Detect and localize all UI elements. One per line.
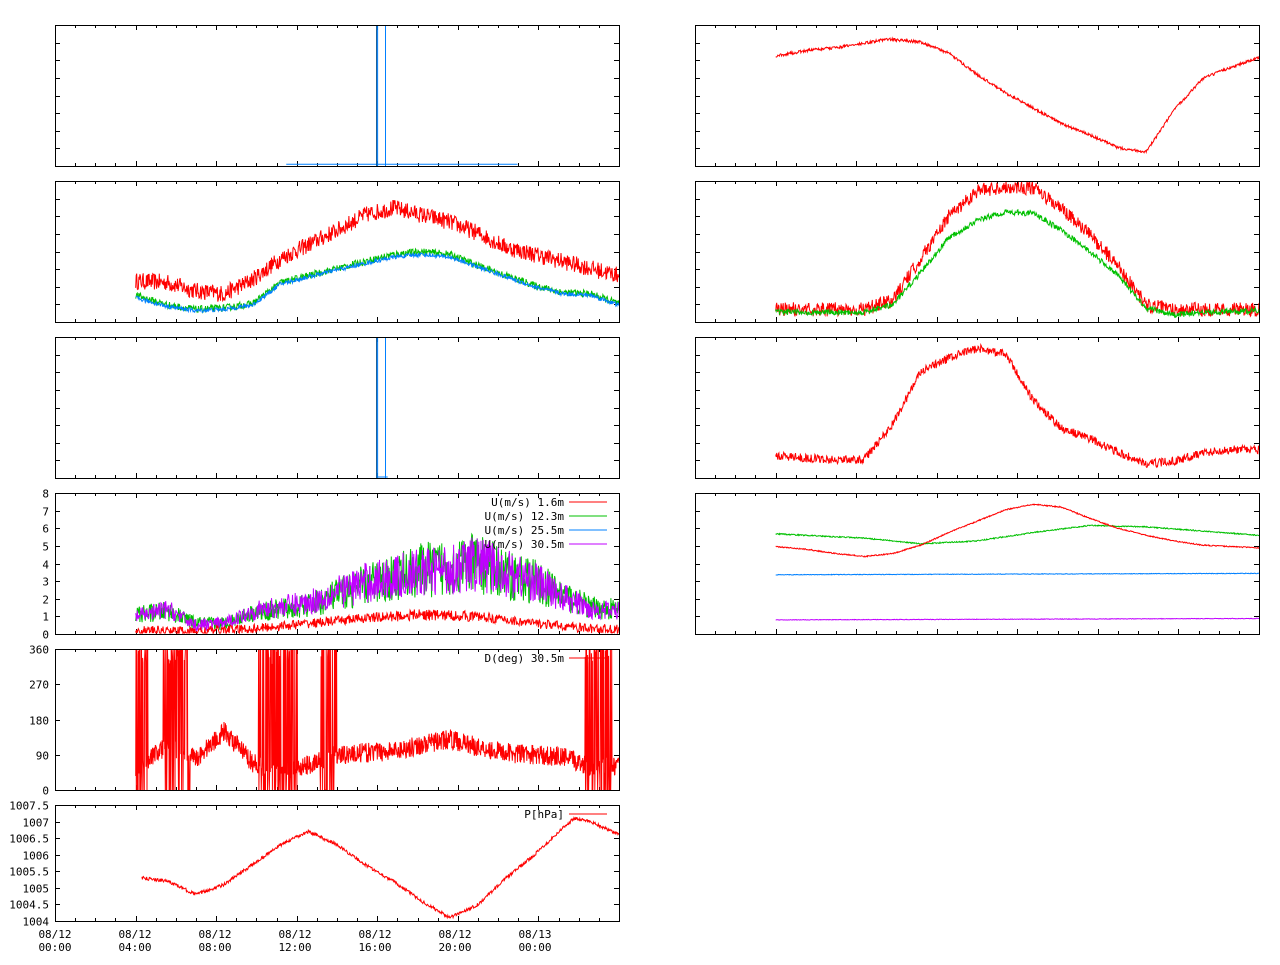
x-tick-label-date: 08/12 <box>358 928 391 941</box>
series-group-p3 <box>376 338 388 478</box>
y-tick-label: 1005.5 <box>9 866 49 879</box>
series-line-1 <box>775 208 1259 319</box>
panel-p2 <box>55 181 620 323</box>
plot-frame-p1 <box>55 25 620 167</box>
series-group-p6 <box>141 816 619 920</box>
plot-frame-q2 <box>695 181 1260 323</box>
y-tick-label: 90 <box>36 750 49 763</box>
y-tick-label: 0 <box>42 785 49 798</box>
y-tick-label: 1 <box>42 611 49 624</box>
legend-label: U(m/s) 12.3m <box>485 510 565 523</box>
legend-label: D(deg) 30.5m <box>485 652 565 665</box>
series-line-0 <box>775 342 1259 469</box>
y-tick-label: 180 <box>29 715 49 728</box>
y-tick-label: 7 <box>42 506 49 519</box>
panel-q3 <box>695 337 1260 479</box>
plot-frame-q4 <box>695 493 1260 635</box>
legend-label: U(m/s) 30.5m <box>485 538 565 551</box>
panel-p1 <box>55 25 620 167</box>
panel-p3 <box>55 337 620 479</box>
panel-q2 <box>695 181 1260 323</box>
y-tick-label: 1007.5 <box>9 800 49 813</box>
y-tick-label: 8 <box>42 488 49 501</box>
y-tick-label: 6 <box>42 523 49 536</box>
x-tick-label-date: 08/13 <box>518 928 551 941</box>
x-tick-label-time: 00:00 <box>38 941 71 954</box>
series-direction <box>135 650 619 790</box>
x-tick-label-time: 08:00 <box>198 941 231 954</box>
series-line-0 <box>141 816 619 920</box>
panel-q1 <box>695 25 1260 167</box>
y-tick-label: 1004.5 <box>9 899 49 912</box>
y-tick-label: 360 <box>29 644 49 657</box>
series-group-p2 <box>135 199 619 314</box>
x-tick-label-date: 08/12 <box>198 928 231 941</box>
x-tick-label-time: 12:00 <box>278 941 311 954</box>
series-line-2 <box>135 252 619 314</box>
series-group-q2 <box>775 182 1259 319</box>
plot-frame-p6 <box>55 805 620 922</box>
series-group-p4 <box>135 532 619 634</box>
series-line-2 <box>135 608 619 634</box>
series-line-0 <box>775 36 1259 154</box>
series-line-2 <box>775 572 1259 576</box>
y-tick-label: 4 <box>42 559 49 572</box>
legend-label: P[hPa] <box>524 808 564 821</box>
series-line-0 <box>135 199 619 303</box>
series-group-p5 <box>135 650 619 790</box>
series-group-q4 <box>775 503 1259 621</box>
series-group-p1 <box>286 26 518 166</box>
x-tick-label-date: 08/12 <box>438 928 471 941</box>
x-tick-label-date: 08/12 <box>38 928 71 941</box>
panel-q4 <box>695 493 1260 635</box>
x-tick-label-time: 20:00 <box>438 941 471 954</box>
series-line-0 <box>775 524 1259 545</box>
series-line-1 <box>135 247 619 314</box>
panel-p4: 0 1 2 3 4 5 6 7 8 U(m/s) 1.6mU(m/s) 12.3mU(m/s) 2… <box>42 488 620 642</box>
legend-label: U(m/s) 1.6m <box>491 496 564 509</box>
x-tick-label-time: 04:00 <box>118 941 151 954</box>
x-tick-label-time: 16:00 <box>358 941 391 954</box>
y-tick-label: 1006 <box>23 850 50 863</box>
y-tick-label: 2 <box>42 594 49 607</box>
plot-frame-p3 <box>55 337 620 479</box>
series-group-q1 <box>775 36 1259 154</box>
legend-label: U(m/s) 25.5m <box>485 524 565 537</box>
x-tick-label-date: 08/12 <box>118 928 151 941</box>
y-tick-label: 1005 <box>23 883 50 896</box>
panel-p6: 1004 1004.5 1005 1005.5 1006 1006.5 1007 1007.5… <box>9 800 620 954</box>
plot-frame-q1 <box>695 25 1260 167</box>
x-tick-label-time: 00:00 <box>518 941 551 954</box>
y-tick-label: 270 <box>29 679 49 692</box>
y-tick-label: 1006.5 <box>9 833 49 846</box>
y-tick-label: 0 <box>42 629 49 642</box>
y-tick-label: 1004 <box>23 916 50 929</box>
panel-p5: 0 90 180 270 360 D(deg) 30.5m <box>29 644 620 798</box>
y-tick-label: 5 <box>42 541 49 554</box>
series-line-3 <box>775 617 1259 621</box>
series-group-q3 <box>775 342 1259 469</box>
y-tick-label: 3 <box>42 576 49 589</box>
x-tick-label-date: 08/12 <box>278 928 311 941</box>
y-tick-label: 1007 <box>23 817 50 830</box>
series-line-1 <box>775 503 1259 558</box>
series-line-0 <box>775 182 1259 318</box>
